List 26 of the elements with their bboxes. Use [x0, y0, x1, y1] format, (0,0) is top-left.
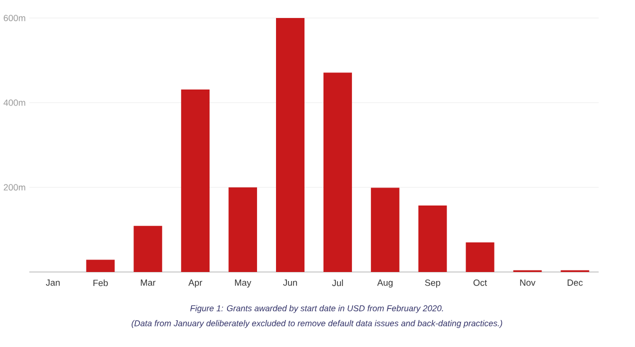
x-tick-label: Apr	[188, 280, 202, 288]
x-tick-label: Feb	[93, 280, 108, 286]
text: (Data from January deliberately excluded to remove default data issues and back-dating practices.)	[132, 320, 502, 328]
bar	[466, 242, 494, 272]
caption: Figure 1: Grants awarded by start date in USD from February 2020.	[190, 305, 443, 313]
y-tick-label: 200m	[4, 184, 26, 191]
x-tick-label: Mar	[140, 280, 156, 286]
bar	[228, 187, 258, 272]
y-tick-label: 400m	[4, 99, 26, 106]
bar	[134, 226, 162, 272]
x-tick-label: Nov	[520, 280, 536, 286]
bar	[86, 260, 115, 272]
x-tick-label: Jun	[283, 280, 297, 286]
x-tick-label: Sep	[425, 280, 440, 288]
x-tick-label: Jan	[46, 280, 60, 286]
bar	[276, 18, 304, 272]
x-tick-label: Jul	[332, 280, 343, 286]
bar	[323, 72, 352, 272]
bar	[370, 188, 400, 272]
x-tick-label: Dec	[568, 280, 583, 286]
bar	[181, 90, 210, 272]
x-tick-label: Aug	[377, 280, 393, 288]
y-tick-label: 600m	[4, 14, 26, 22]
bar	[418, 206, 447, 272]
x-tick-label: Oct	[474, 280, 487, 286]
x-tick-label: May	[235, 280, 252, 288]
